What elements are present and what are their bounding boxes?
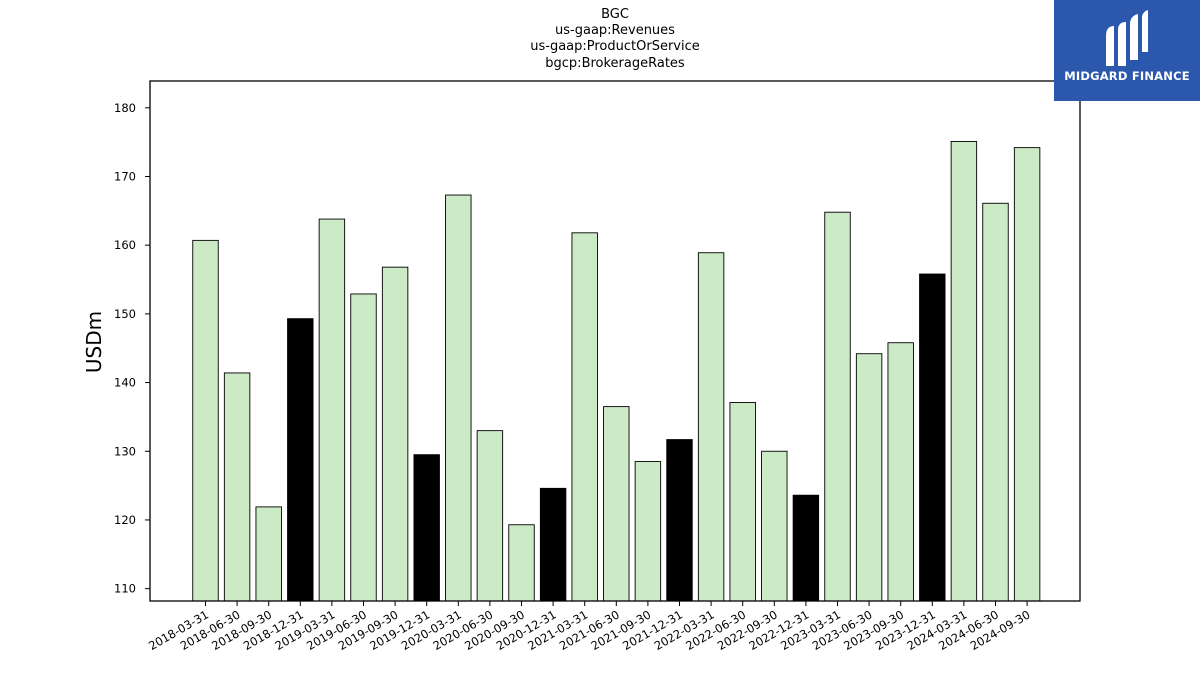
bars	[192, 140, 1041, 602]
bar-2019-06-30	[350, 293, 377, 602]
bar-2023-09-30	[887, 342, 914, 602]
bar-2019-03-31	[318, 218, 346, 602]
y-tick-label: 160	[114, 238, 136, 252]
y-tick-label: 180	[114, 101, 136, 115]
y-tick-label: 130	[114, 444, 136, 458]
y-tick-label: 110	[114, 582, 136, 596]
bar-2018-06-30	[223, 372, 251, 602]
y-tick-label: 120	[114, 513, 136, 527]
bar-2024-06-30	[982, 202, 1009, 602]
chart-subtitle-1: us-gaap:Revenues	[555, 23, 675, 38]
bar-2022-06-30	[729, 402, 756, 602]
bar-2020-12-31	[539, 487, 567, 602]
bar-2021-03-31	[571, 232, 598, 602]
bar-2020-03-31	[445, 194, 472, 602]
brand-logo: MIDGARD FINANCE	[1054, 0, 1200, 101]
bar-2020-06-30	[476, 430, 504, 602]
y-axis-label: USDm	[82, 311, 106, 373]
bar-2022-09-30	[761, 450, 788, 602]
x-axis: 2018-03-312018-06-302018-09-302018-12-31…	[146, 601, 1033, 653]
bar-2024-03-31	[950, 140, 978, 602]
plot-frame	[149, 80, 1081, 602]
bar-2022-12-31	[792, 494, 820, 602]
bar-2018-09-30	[255, 506, 282, 602]
bar-2022-03-31	[697, 252, 725, 602]
bar-2021-12-31	[666, 439, 693, 602]
bar-2024-09-30	[1013, 147, 1041, 602]
y-tick-label: 170	[114, 169, 136, 183]
bar-2019-12-31	[413, 454, 440, 602]
bar-2018-03-31	[192, 239, 219, 602]
bar-2020-09-30	[508, 524, 535, 602]
bar-2018-12-31	[287, 318, 314, 602]
y-axis: 110 120 130 140 150 160 170 180	[114, 101, 150, 596]
bar-2021-06-30	[603, 406, 630, 602]
bar-2023-12-31	[919, 273, 946, 602]
chart-subtitle-2: us-gaap:ProductOrService	[530, 39, 700, 54]
chart-title: BGC	[601, 7, 629, 22]
bar-2023-03-31	[824, 211, 851, 602]
chart-subtitle-3: bgcp:BrokerageRates	[545, 56, 685, 71]
y-tick-label: 150	[114, 307, 136, 321]
bar-2021-09-30	[634, 461, 662, 602]
bar-2023-06-30	[855, 353, 883, 602]
logo-text: MIDGARD FINANCE	[1064, 69, 1190, 83]
bar-2019-09-30	[381, 266, 409, 602]
y-tick-label: 140	[114, 376, 136, 390]
logo-mark-icon	[1106, 10, 1148, 66]
